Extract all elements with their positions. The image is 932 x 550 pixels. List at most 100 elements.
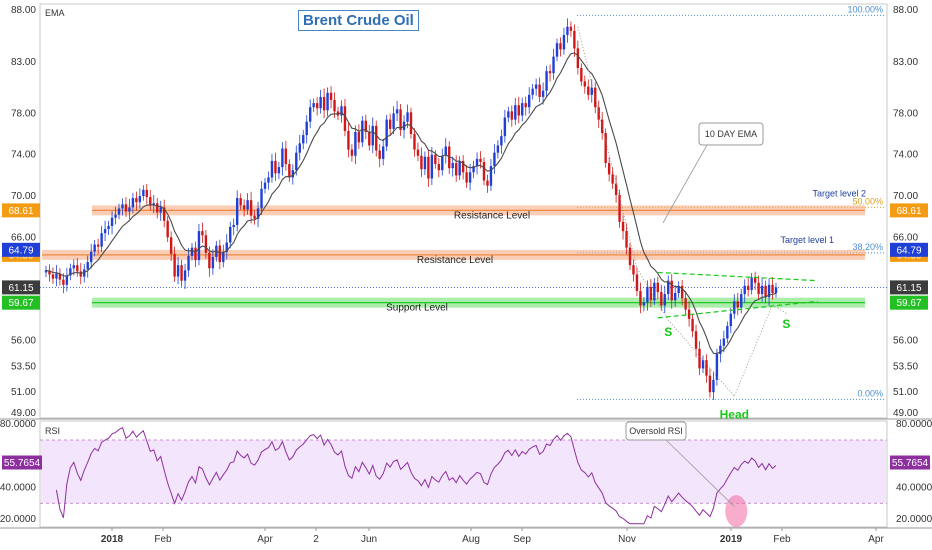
candle-body xyxy=(531,88,534,95)
candle-body xyxy=(687,309,691,319)
candle-body xyxy=(670,280,673,301)
rsi-badge-text: 55.7654 xyxy=(4,458,41,469)
candle-body xyxy=(256,208,260,219)
candle-body xyxy=(413,134,416,150)
candle-body xyxy=(573,30,576,49)
price-tick-right: 66.00 xyxy=(893,232,918,243)
candle-body xyxy=(607,162,611,175)
candle-body xyxy=(385,119,388,147)
candle-body xyxy=(774,287,778,294)
candle-body xyxy=(740,294,743,308)
candle-body xyxy=(291,170,295,178)
candle-body xyxy=(305,121,308,136)
candle-body xyxy=(288,164,291,178)
candle-body xyxy=(333,100,336,112)
candle-body xyxy=(343,106,347,131)
candle-body xyxy=(187,255,190,271)
price-tick-left: 49.00 xyxy=(11,408,36,419)
candle-body xyxy=(48,270,51,275)
price-badge-text: 68.61 xyxy=(896,206,921,217)
candle-body xyxy=(79,271,82,277)
candle-body xyxy=(159,207,162,213)
candle-body xyxy=(625,231,628,248)
candle-body xyxy=(103,229,107,234)
candle-body xyxy=(197,231,201,261)
candle-body xyxy=(388,119,392,129)
candle-body xyxy=(583,81,587,87)
candle-body xyxy=(274,160,277,174)
candle-body xyxy=(235,198,239,225)
candle-body xyxy=(336,111,340,116)
rsi-tick-right: 20.0000 xyxy=(896,514,932,525)
candle-body xyxy=(510,111,514,120)
candle-body xyxy=(166,220,169,238)
candle-body xyxy=(753,277,757,283)
candle-body xyxy=(124,204,128,212)
candle-body xyxy=(392,113,395,129)
candle-body xyxy=(503,117,507,137)
price-tick-right: 51.00 xyxy=(893,387,918,398)
candle-body xyxy=(576,48,580,69)
pattern-label: S xyxy=(664,325,672,339)
price-badge-text: 59.67 xyxy=(896,298,921,309)
candle-body xyxy=(406,112,409,122)
neckline-lower xyxy=(657,300,818,319)
candle-body xyxy=(677,285,680,294)
candle-body xyxy=(89,251,93,263)
price-tick-left: 83.00 xyxy=(11,57,36,68)
candle-body xyxy=(298,143,301,153)
candle-body xyxy=(416,149,420,156)
candle-body xyxy=(131,198,135,208)
candle-body xyxy=(162,207,166,221)
fib-label: 100.00% xyxy=(847,4,883,14)
candle-body xyxy=(475,158,479,167)
time-tick: Apr xyxy=(257,534,273,545)
price-tick-right: 49.00 xyxy=(893,408,918,419)
candle-body xyxy=(145,189,149,198)
price-badge-left: 61.15 xyxy=(2,280,40,295)
price-tick-left: 74.00 xyxy=(11,150,36,161)
price-badge-bg xyxy=(2,203,40,218)
candle-body xyxy=(715,353,719,380)
annotation-box xyxy=(625,421,687,441)
candle-body xyxy=(302,135,305,144)
candle-body xyxy=(312,103,315,108)
price-tick-right: 83.00 xyxy=(893,57,918,68)
candle-body xyxy=(441,155,444,171)
candle-body xyxy=(486,180,489,186)
candle-body xyxy=(559,43,562,50)
candle-body xyxy=(621,221,625,232)
price-tick-right: 78.00 xyxy=(893,108,918,119)
candle-body xyxy=(242,205,246,210)
candle-body xyxy=(110,217,114,226)
time-tick: 2018 xyxy=(101,534,124,545)
annotation-pointer xyxy=(662,144,708,224)
candle-body xyxy=(590,87,593,95)
annotation-text: Oversold RSI xyxy=(629,426,683,436)
candle-body xyxy=(566,26,569,35)
candle-body xyxy=(76,265,79,272)
candle-body xyxy=(354,132,357,156)
candle-body xyxy=(527,94,531,108)
candle-body xyxy=(489,166,493,186)
rsi-badge-bg xyxy=(890,455,930,470)
candle-body xyxy=(465,172,468,183)
candle-body xyxy=(482,161,486,181)
ema-line xyxy=(45,52,777,354)
candle-body xyxy=(218,245,222,263)
ema-10-line xyxy=(45,52,777,354)
rsi-tick-right: 40.0000 xyxy=(896,482,932,493)
candle-body xyxy=(381,146,385,159)
candle-body xyxy=(660,292,663,306)
candle-body xyxy=(142,189,145,197)
candle-body xyxy=(319,96,322,109)
candle-body xyxy=(545,71,548,91)
price-badge-left: 68.61 xyxy=(2,203,40,218)
candle-body xyxy=(722,338,726,346)
fib-label: 0.00% xyxy=(857,388,883,398)
candle-body xyxy=(329,92,333,101)
target-label: Target level 2 xyxy=(812,188,866,198)
candle-body xyxy=(128,207,131,212)
candle-body xyxy=(746,285,750,290)
